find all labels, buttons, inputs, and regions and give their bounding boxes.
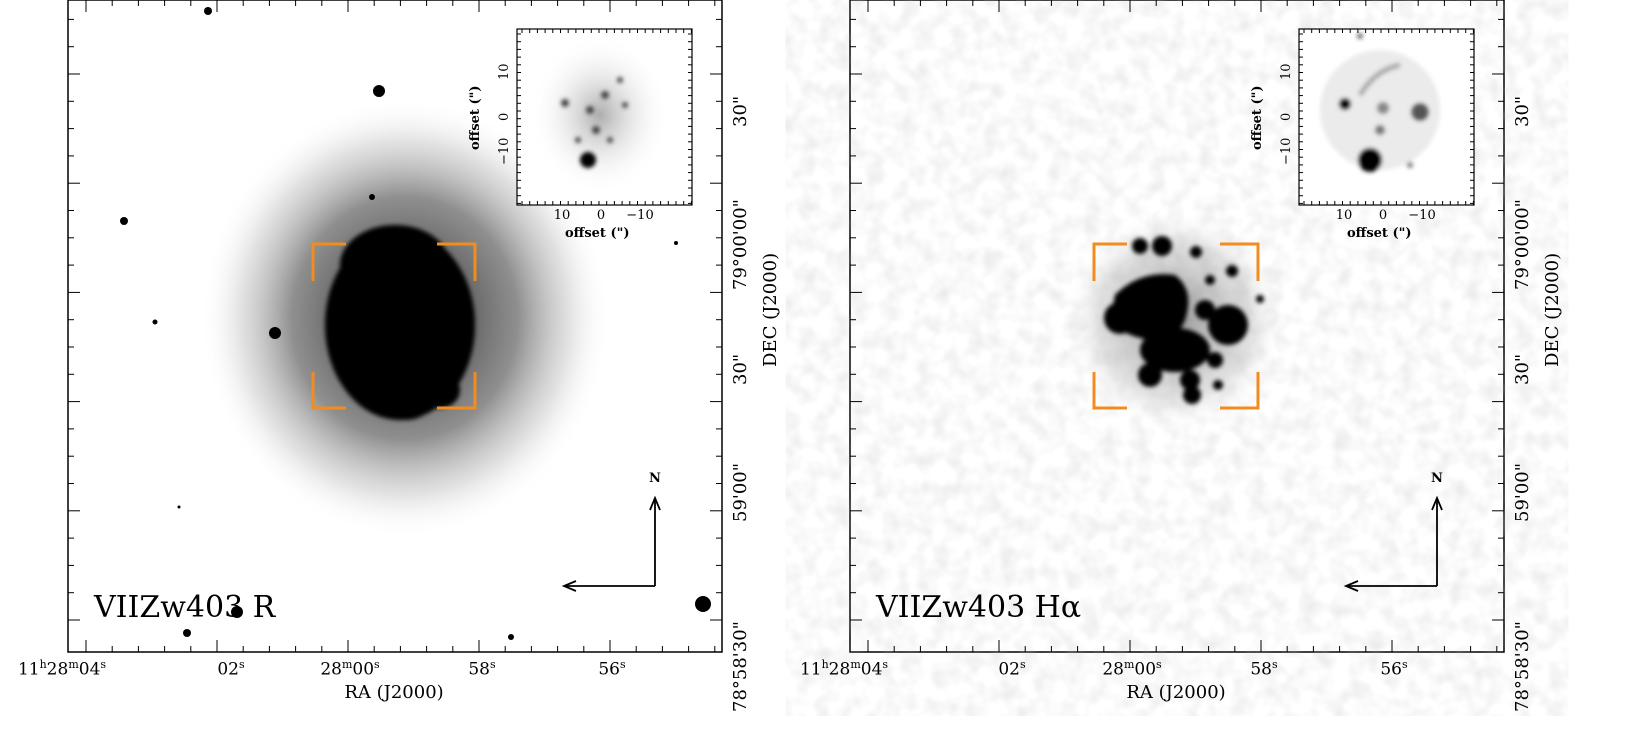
ha-ra-tick-2: 02s: [998, 658, 1026, 680]
ha-ra-tick-1: 11h28m04s: [799, 658, 889, 680]
ha-inset-ytick-3: 10: [1279, 63, 1294, 80]
ha-dec-tick-5: 30": [1512, 95, 1533, 127]
r-inset-image: [530, 35, 670, 195]
r-field-stars: [120, 7, 711, 640]
r-compass: [561, 495, 661, 592]
r-inset-ytick-2: 0: [497, 112, 512, 121]
r-ra-tick-2: 02s: [217, 658, 245, 680]
r-dec-tick-1: 78°58'30": [730, 621, 751, 712]
r-inset-xtick-3: −10: [626, 208, 654, 223]
tick-marks: [68, 0, 1504, 652]
ha-inset-xtick-3: −10: [1408, 208, 1436, 223]
r-ra-tick-3: 28m00s: [320, 658, 380, 680]
ha-compass: [1343, 495, 1443, 592]
ha-inset-ytick-2: 0: [1279, 112, 1294, 121]
r-dec-tick-4: 79°00'00": [730, 199, 751, 290]
r-dec-tick-2: 59'00": [730, 462, 751, 522]
ha-ra-tick-5: 56s: [1380, 658, 1408, 680]
r-ra-tick-1: 11h28m04s: [17, 658, 107, 680]
r-dec-title: DEC (J2000): [760, 252, 781, 367]
ha-galaxy-knots: [1104, 236, 1264, 404]
r-dec-tick-5: 30": [730, 95, 751, 127]
r-ra-title: RA (J2000): [344, 682, 444, 703]
r-inset-ylabel: offset ("): [468, 85, 483, 150]
ha-inset-ytick-1: −10: [1279, 137, 1294, 165]
ha-inset-ylabel: offset ("): [1250, 85, 1265, 150]
ha-inset-xtick-2: 0: [1378, 208, 1388, 223]
r-inset-xlabel: offset ("): [565, 226, 630, 241]
r-aperture-brackets: [311, 242, 477, 410]
ha-ra-tick-4: 58s: [1250, 658, 1278, 680]
ha-ra-tick-3: 28m00s: [1102, 658, 1162, 680]
ha-panel-label: VIIZw403 Hα: [876, 590, 1082, 625]
r-dec-tick-3: 30": [730, 353, 751, 385]
r-north-label: N: [649, 471, 661, 486]
r-ra-tick-5: 56s: [598, 658, 626, 680]
ha-aperture-brackets: [1092, 242, 1260, 410]
r-galaxy-core: [325, 225, 475, 420]
ha-dec-tick-4: 79°00'00": [1512, 199, 1533, 290]
ha-ra-title: RA (J2000): [1126, 682, 1226, 703]
r-inset-ytick-3: 10: [497, 63, 512, 80]
r-inset-xtick-2: 0: [596, 208, 606, 223]
ha-dec-tick-2: 59'00": [1512, 462, 1533, 522]
r-ra-tick-4: 58s: [468, 658, 496, 680]
ha-inset-xtick-1: 10: [1335, 208, 1353, 223]
ha-north-label: N: [1431, 471, 1443, 486]
ha-dec-tick-3: 30": [1512, 353, 1533, 385]
r-inset-xtick-1: 10: [553, 208, 571, 223]
ha-inset-xlabel: offset ("): [1347, 226, 1412, 241]
ha-dec-title: DEC (J2000): [1542, 252, 1563, 367]
r-inset-ytick-1: −10: [497, 137, 512, 165]
r-panel-label: VIIZw403 R: [94, 590, 276, 625]
ha-inset-image: [1320, 33, 1440, 172]
ha-dec-tick-1: 78°58'30": [1512, 621, 1533, 712]
